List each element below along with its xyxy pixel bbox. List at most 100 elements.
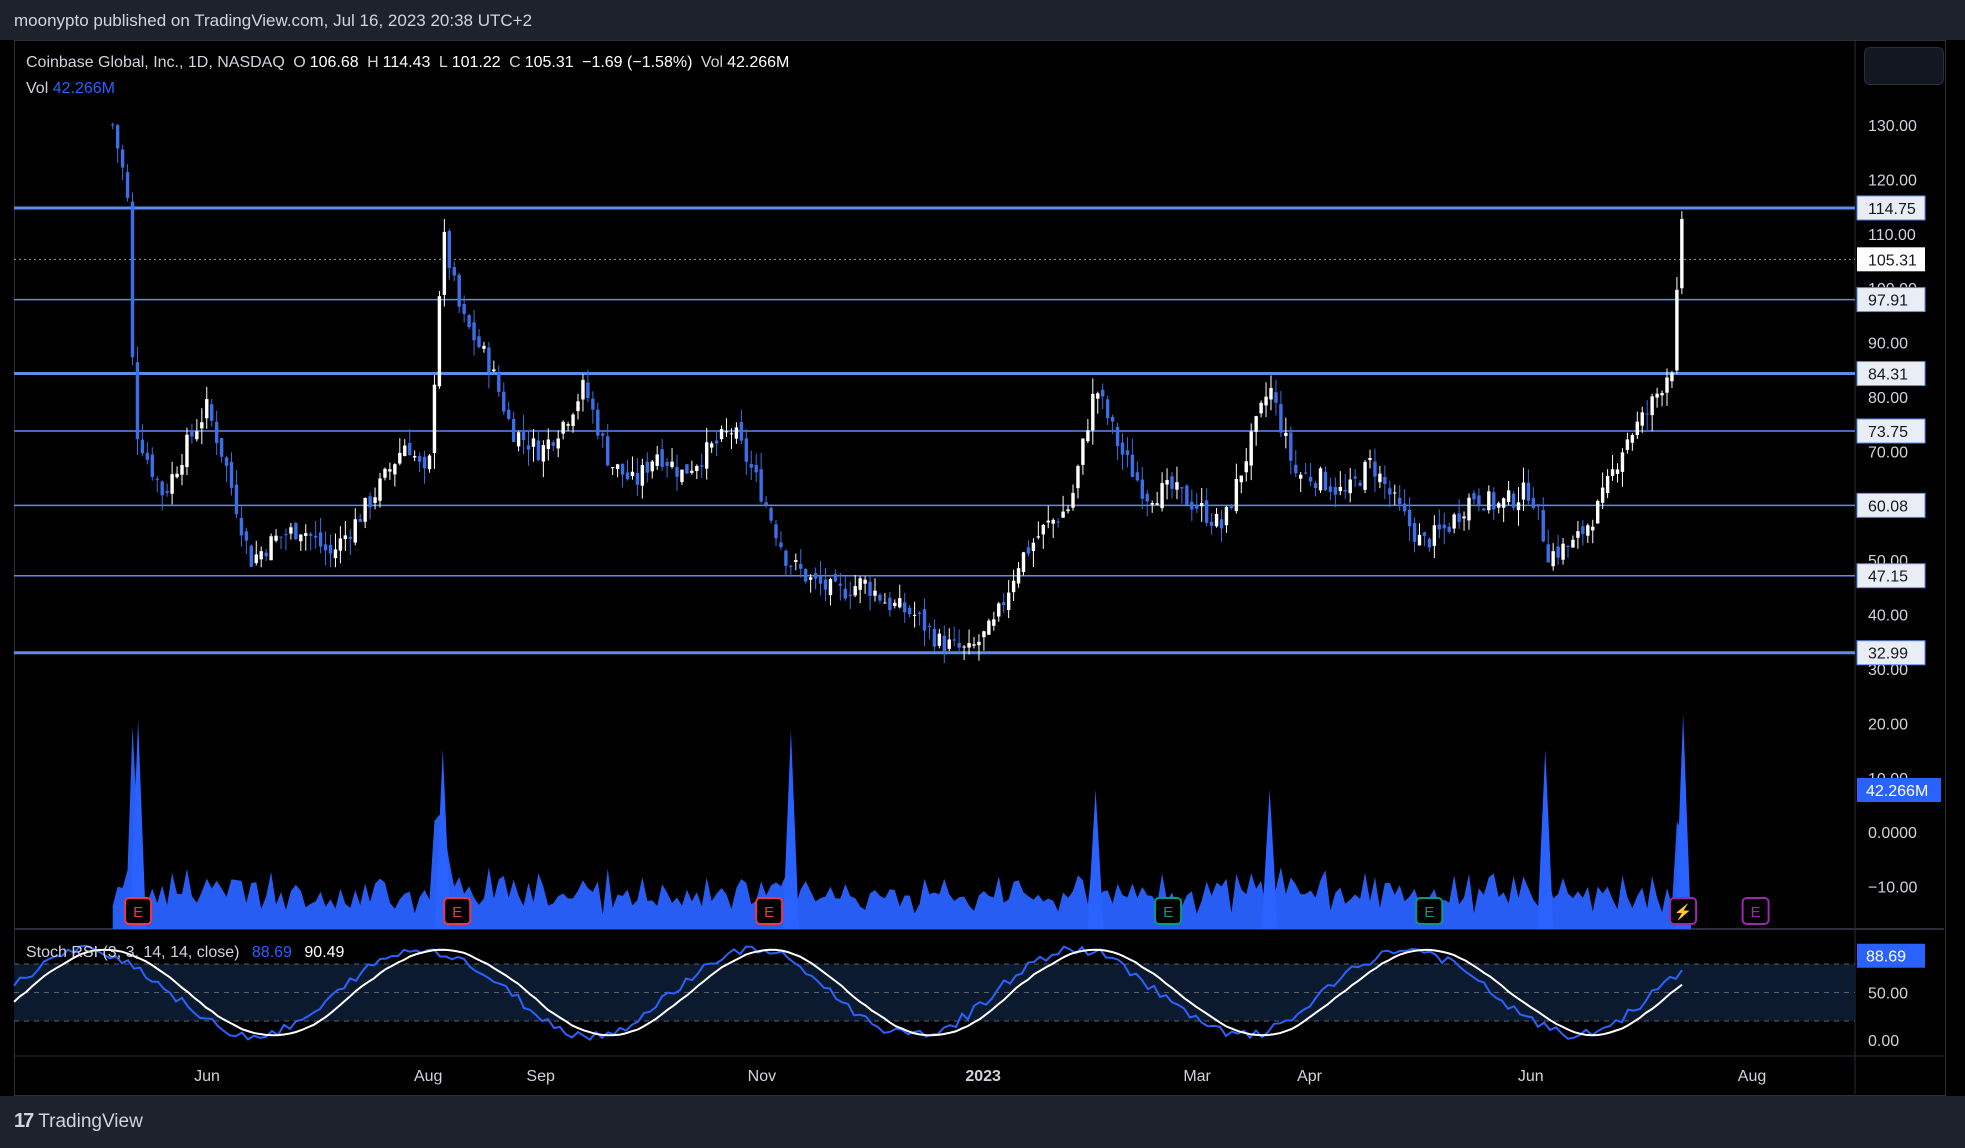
candle-body	[1521, 482, 1526, 500]
candle-body	[922, 609, 927, 631]
candle-body	[1021, 552, 1026, 573]
symbol-search-box[interactable]	[1864, 47, 1944, 85]
earnings-marker-letter: E	[1751, 904, 1761, 921]
candle-body	[472, 322, 476, 341]
candle-body	[813, 573, 818, 579]
earnings-marker-icon	[1669, 897, 1698, 925]
candle-body	[219, 438, 224, 457]
candle-body	[1323, 471, 1328, 491]
candle-body	[853, 586, 857, 596]
open-value: 106.68	[309, 54, 359, 71]
candle-body	[1200, 503, 1204, 507]
candle-body	[160, 481, 164, 496]
candle-body	[1581, 526, 1585, 535]
candle-body	[1076, 465, 1080, 489]
candle-body	[1432, 525, 1437, 546]
candle-body	[1368, 457, 1372, 461]
earnings-marker-letter: E	[764, 904, 774, 921]
candle-body	[1675, 289, 1679, 371]
candle-body	[1209, 521, 1214, 526]
candle-body	[135, 362, 140, 440]
candle-body	[1170, 476, 1174, 489]
candle-body	[576, 401, 580, 412]
candle-body	[630, 471, 635, 476]
candle-body	[1071, 492, 1075, 508]
candle-body	[195, 431, 199, 440]
candle-body	[1328, 486, 1333, 492]
candle-body	[467, 315, 471, 327]
candle-body	[1096, 393, 1100, 399]
volume-label: Vol	[700, 54, 724, 71]
candle-body	[185, 434, 189, 467]
candle-body	[714, 440, 719, 444]
candle-body	[1041, 524, 1046, 535]
time-axis-label: 2023	[965, 1068, 1001, 1085]
candle-body	[799, 563, 803, 569]
candle-body	[1591, 526, 1595, 531]
candle-body	[635, 472, 640, 485]
candle-body	[1620, 452, 1625, 472]
candle-body	[1472, 493, 1476, 500]
published-text: moonypto published on TradingView.com, J…	[14, 11, 533, 30]
level-price-tag	[1856, 640, 1926, 666]
candle-body	[828, 579, 833, 596]
candle-body	[1407, 509, 1412, 527]
candle-body	[1061, 511, 1065, 518]
candle-body	[1036, 536, 1041, 538]
level-price-tag	[1856, 287, 1926, 313]
price-tick-label: 30.00	[1868, 662, 1908, 679]
volume-legend[interactable]: Vol 42.266M	[26, 80, 115, 98]
candle-body	[1343, 489, 1347, 492]
stoch-rsi-legend[interactable]: Stoch RSI (3, 3, 14, 14, close) 88.69 90…	[26, 944, 344, 962]
candle-body	[130, 201, 135, 358]
price-tick-label: −10.00	[1868, 880, 1917, 897]
candle-body	[957, 642, 961, 648]
level-price-tag-text: 73.75	[1868, 424, 1908, 441]
candle-body	[690, 470, 694, 473]
candle-body	[566, 424, 570, 426]
candle-body	[571, 414, 575, 427]
candle-body	[224, 457, 229, 466]
candle-body	[170, 474, 174, 494]
candle-body	[1105, 399, 1110, 419]
candle-body	[794, 560, 798, 563]
candle-body	[254, 554, 258, 564]
candle-body	[1457, 513, 1461, 522]
volume-value-tag	[1857, 778, 1941, 802]
candle-body	[640, 464, 645, 486]
candle-body	[249, 545, 254, 567]
candle-body	[858, 578, 862, 590]
earnings-marker-icon	[443, 897, 472, 925]
candle-body	[1160, 483, 1164, 509]
time-axis-label: Jun	[1518, 1068, 1544, 1085]
candle-body	[1175, 482, 1179, 490]
candle-body	[244, 531, 249, 541]
candle-body	[1477, 495, 1481, 506]
candle-body	[739, 422, 744, 441]
stoch-label: Stoch RSI (3, 3, 14, 14, close)	[26, 944, 240, 961]
candle-body	[1051, 519, 1055, 524]
high-value: 114.43	[382, 54, 431, 71]
footer-bar	[0, 1096, 1965, 1148]
candle-body	[239, 517, 244, 536]
last-price-tag	[1857, 247, 1925, 272]
candle-body	[378, 478, 382, 501]
candle-body	[155, 478, 159, 480]
candle-body	[1635, 421, 1640, 436]
candle-body	[937, 633, 942, 646]
candle-body	[279, 536, 283, 538]
candle-body	[952, 639, 956, 641]
candle-body	[1427, 538, 1432, 548]
candle-body	[665, 461, 669, 466]
tradingview-brand[interactable]: 17 TradingView	[14, 1110, 143, 1133]
brand-text: TradingView	[38, 1110, 143, 1132]
candle-body	[1531, 498, 1536, 509]
candle-body	[610, 467, 615, 469]
candle-body	[333, 549, 338, 559]
vol-label: Vol	[26, 80, 49, 97]
candle-body	[1422, 532, 1427, 536]
candle-body	[1284, 432, 1288, 436]
symbol-name[interactable]: Coinbase Global, Inc., 1D, NASDAQ	[26, 54, 285, 71]
low-value: 101.22	[451, 54, 501, 71]
